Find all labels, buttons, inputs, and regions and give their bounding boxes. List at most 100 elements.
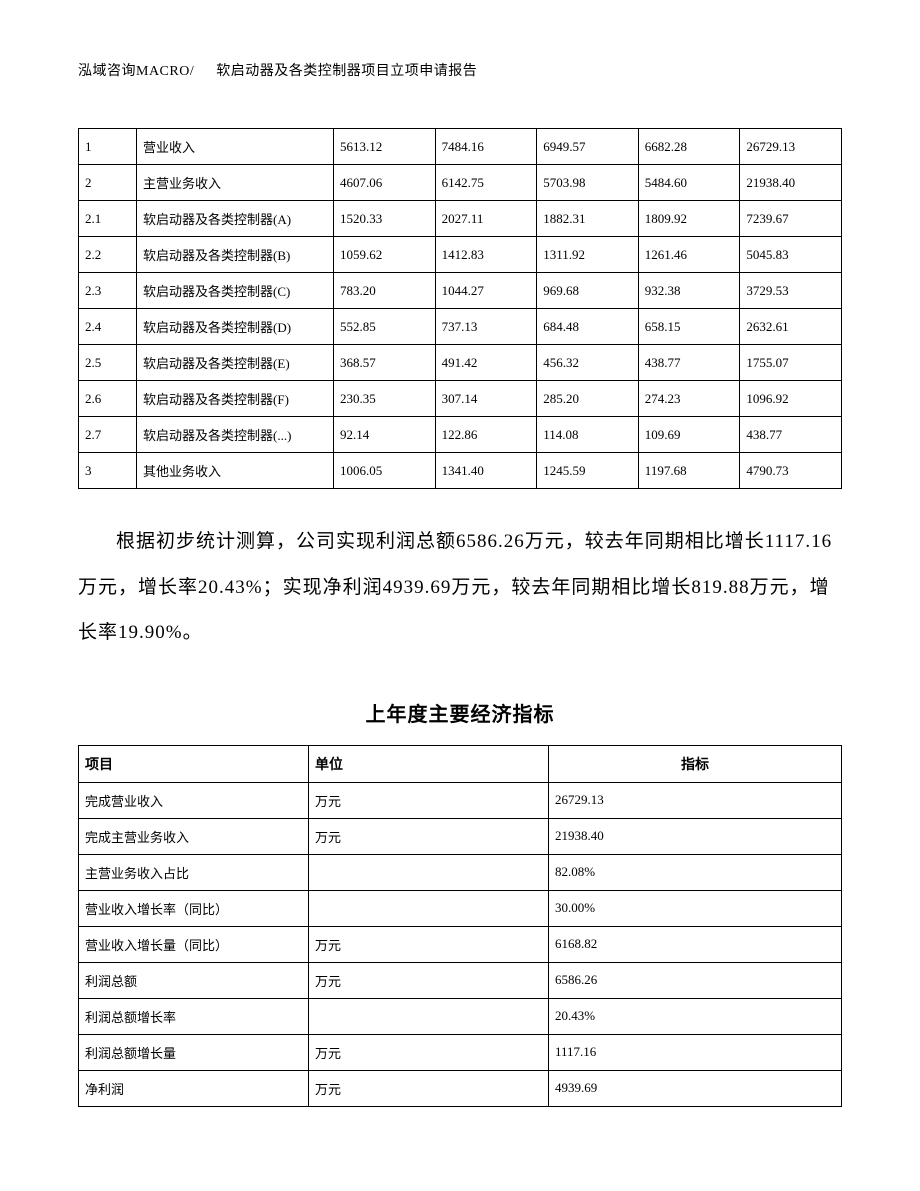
cell-v2: 6142.75	[435, 165, 537, 201]
cell-project: 完成营业收入	[79, 782, 309, 818]
cell-v1: 230.35	[334, 381, 436, 417]
table-row: 2.6软启动器及各类控制器(F)230.35307.14285.20274.23…	[79, 381, 842, 417]
table-row: 1营业收入5613.127484.166949.576682.2826729.1…	[79, 129, 842, 165]
cell-v2: 122.86	[435, 417, 537, 453]
cell-v4: 658.15	[638, 309, 740, 345]
cell-name: 软启动器及各类控制器(B)	[137, 237, 334, 273]
cell-v5: 21938.40	[740, 165, 842, 201]
cell-v1: 1520.33	[334, 201, 436, 237]
cell-unit	[309, 854, 549, 890]
cell-v4: 6682.28	[638, 129, 740, 165]
cell-v5: 438.77	[740, 417, 842, 453]
cell-v5: 26729.13	[740, 129, 842, 165]
table-row: 利润总额增长率20.43%	[79, 998, 842, 1034]
cell-v4: 1197.68	[638, 453, 740, 489]
revenue-table: 1营业收入5613.127484.166949.576682.2826729.1…	[78, 128, 842, 489]
cell-project: 营业收入增长率（同比）	[79, 890, 309, 926]
cell-v3: 114.08	[537, 417, 639, 453]
cell-v4: 5484.60	[638, 165, 740, 201]
table-row: 净利润万元4939.69	[79, 1070, 842, 1106]
cell-v3: 5703.98	[537, 165, 639, 201]
cell-project: 净利润	[79, 1070, 309, 1106]
table-row: 营业收入增长率（同比）30.00%	[79, 890, 842, 926]
cell-index: 2.1	[79, 201, 137, 237]
cell-project: 利润总额	[79, 962, 309, 998]
cell-v5: 2632.61	[740, 309, 842, 345]
table-row: 2.3软启动器及各类控制器(C)783.201044.27969.68932.3…	[79, 273, 842, 309]
header-unit: 单位	[309, 745, 549, 782]
cell-v1: 368.57	[334, 345, 436, 381]
cell-v5: 1096.92	[740, 381, 842, 417]
cell-unit	[309, 890, 549, 926]
cell-index: 2.4	[79, 309, 137, 345]
cell-v2: 737.13	[435, 309, 537, 345]
cell-v4: 932.38	[638, 273, 740, 309]
cell-index: 2.2	[79, 237, 137, 273]
header-project: 项目	[79, 745, 309, 782]
cell-v4: 1261.46	[638, 237, 740, 273]
header-indicator: 指标	[549, 745, 842, 782]
cell-v2: 1412.83	[435, 237, 537, 273]
cell-indicator: 26729.13	[549, 782, 842, 818]
cell-name: 软启动器及各类控制器(...)	[137, 417, 334, 453]
cell-project: 完成主营业务收入	[79, 818, 309, 854]
table-header-row: 项目 单位 指标	[79, 745, 842, 782]
cell-index: 2.7	[79, 417, 137, 453]
cell-v1: 1006.05	[334, 453, 436, 489]
cell-unit	[309, 998, 549, 1034]
cell-v2: 491.42	[435, 345, 537, 381]
cell-unit: 万元	[309, 926, 549, 962]
cell-name: 其他业务收入	[137, 453, 334, 489]
cell-index: 2.6	[79, 381, 137, 417]
cell-v3: 684.48	[537, 309, 639, 345]
cell-unit: 万元	[309, 782, 549, 818]
cell-v5: 5045.83	[740, 237, 842, 273]
cell-v1: 92.14	[334, 417, 436, 453]
table-row: 2主营业务收入4607.066142.755703.985484.6021938…	[79, 165, 842, 201]
cell-indicator: 82.08%	[549, 854, 842, 890]
cell-v1: 552.85	[334, 309, 436, 345]
indicators-table: 项目 单位 指标 完成营业收入万元26729.13完成主营业务收入万元21938…	[78, 745, 842, 1107]
cell-indicator: 1117.16	[549, 1034, 842, 1070]
cell-unit: 万元	[309, 962, 549, 998]
table-row: 2.1软启动器及各类控制器(A)1520.332027.111882.31180…	[79, 201, 842, 237]
table-row: 完成营业收入万元26729.13	[79, 782, 842, 818]
header-left: 泓域咨询MACRO/	[78, 64, 194, 79]
cell-index: 2.3	[79, 273, 137, 309]
cell-name: 软启动器及各类控制器(F)	[137, 381, 334, 417]
cell-indicator: 20.43%	[549, 998, 842, 1034]
table-row: 2.4软启动器及各类控制器(D)552.85737.13684.48658.15…	[79, 309, 842, 345]
cell-v3: 456.32	[537, 345, 639, 381]
cell-index: 2.5	[79, 345, 137, 381]
cell-v1: 1059.62	[334, 237, 436, 273]
cell-index: 2	[79, 165, 137, 201]
cell-project: 主营业务收入占比	[79, 854, 309, 890]
cell-v3: 285.20	[537, 381, 639, 417]
cell-name: 营业收入	[137, 129, 334, 165]
table-row: 主营业务收入占比 82.08%	[79, 854, 842, 890]
table-row: 完成主营业务收入万元21938.40	[79, 818, 842, 854]
cell-v1: 5613.12	[334, 129, 436, 165]
table-row: 营业收入增长量（同比）万元6168.82	[79, 926, 842, 962]
cell-v2: 1044.27	[435, 273, 537, 309]
table-row: 3其他业务收入1006.051341.401245.591197.684790.…	[79, 453, 842, 489]
cell-v5: 1755.07	[740, 345, 842, 381]
cell-indicator: 21938.40	[549, 818, 842, 854]
page-header: 泓域咨询MACRO/ 软启动器及各类控制器项目立项申请报告	[78, 60, 842, 80]
cell-name: 主营业务收入	[137, 165, 334, 201]
cell-v4: 274.23	[638, 381, 740, 417]
cell-unit: 万元	[309, 1034, 549, 1070]
cell-index: 3	[79, 453, 137, 489]
cell-v2: 1341.40	[435, 453, 537, 489]
cell-v2: 7484.16	[435, 129, 537, 165]
header-right: 软启动器及各类控制器项目立项申请报告	[216, 64, 477, 79]
cell-indicator: 4939.69	[549, 1070, 842, 1106]
cell-name: 软启动器及各类控制器(C)	[137, 273, 334, 309]
cell-v3: 1311.92	[537, 237, 639, 273]
cell-indicator: 6586.26	[549, 962, 842, 998]
cell-project: 利润总额增长量	[79, 1034, 309, 1070]
cell-project: 营业收入增长量（同比）	[79, 926, 309, 962]
cell-v4: 1809.92	[638, 201, 740, 237]
cell-v3: 1245.59	[537, 453, 639, 489]
cell-index: 1	[79, 129, 137, 165]
